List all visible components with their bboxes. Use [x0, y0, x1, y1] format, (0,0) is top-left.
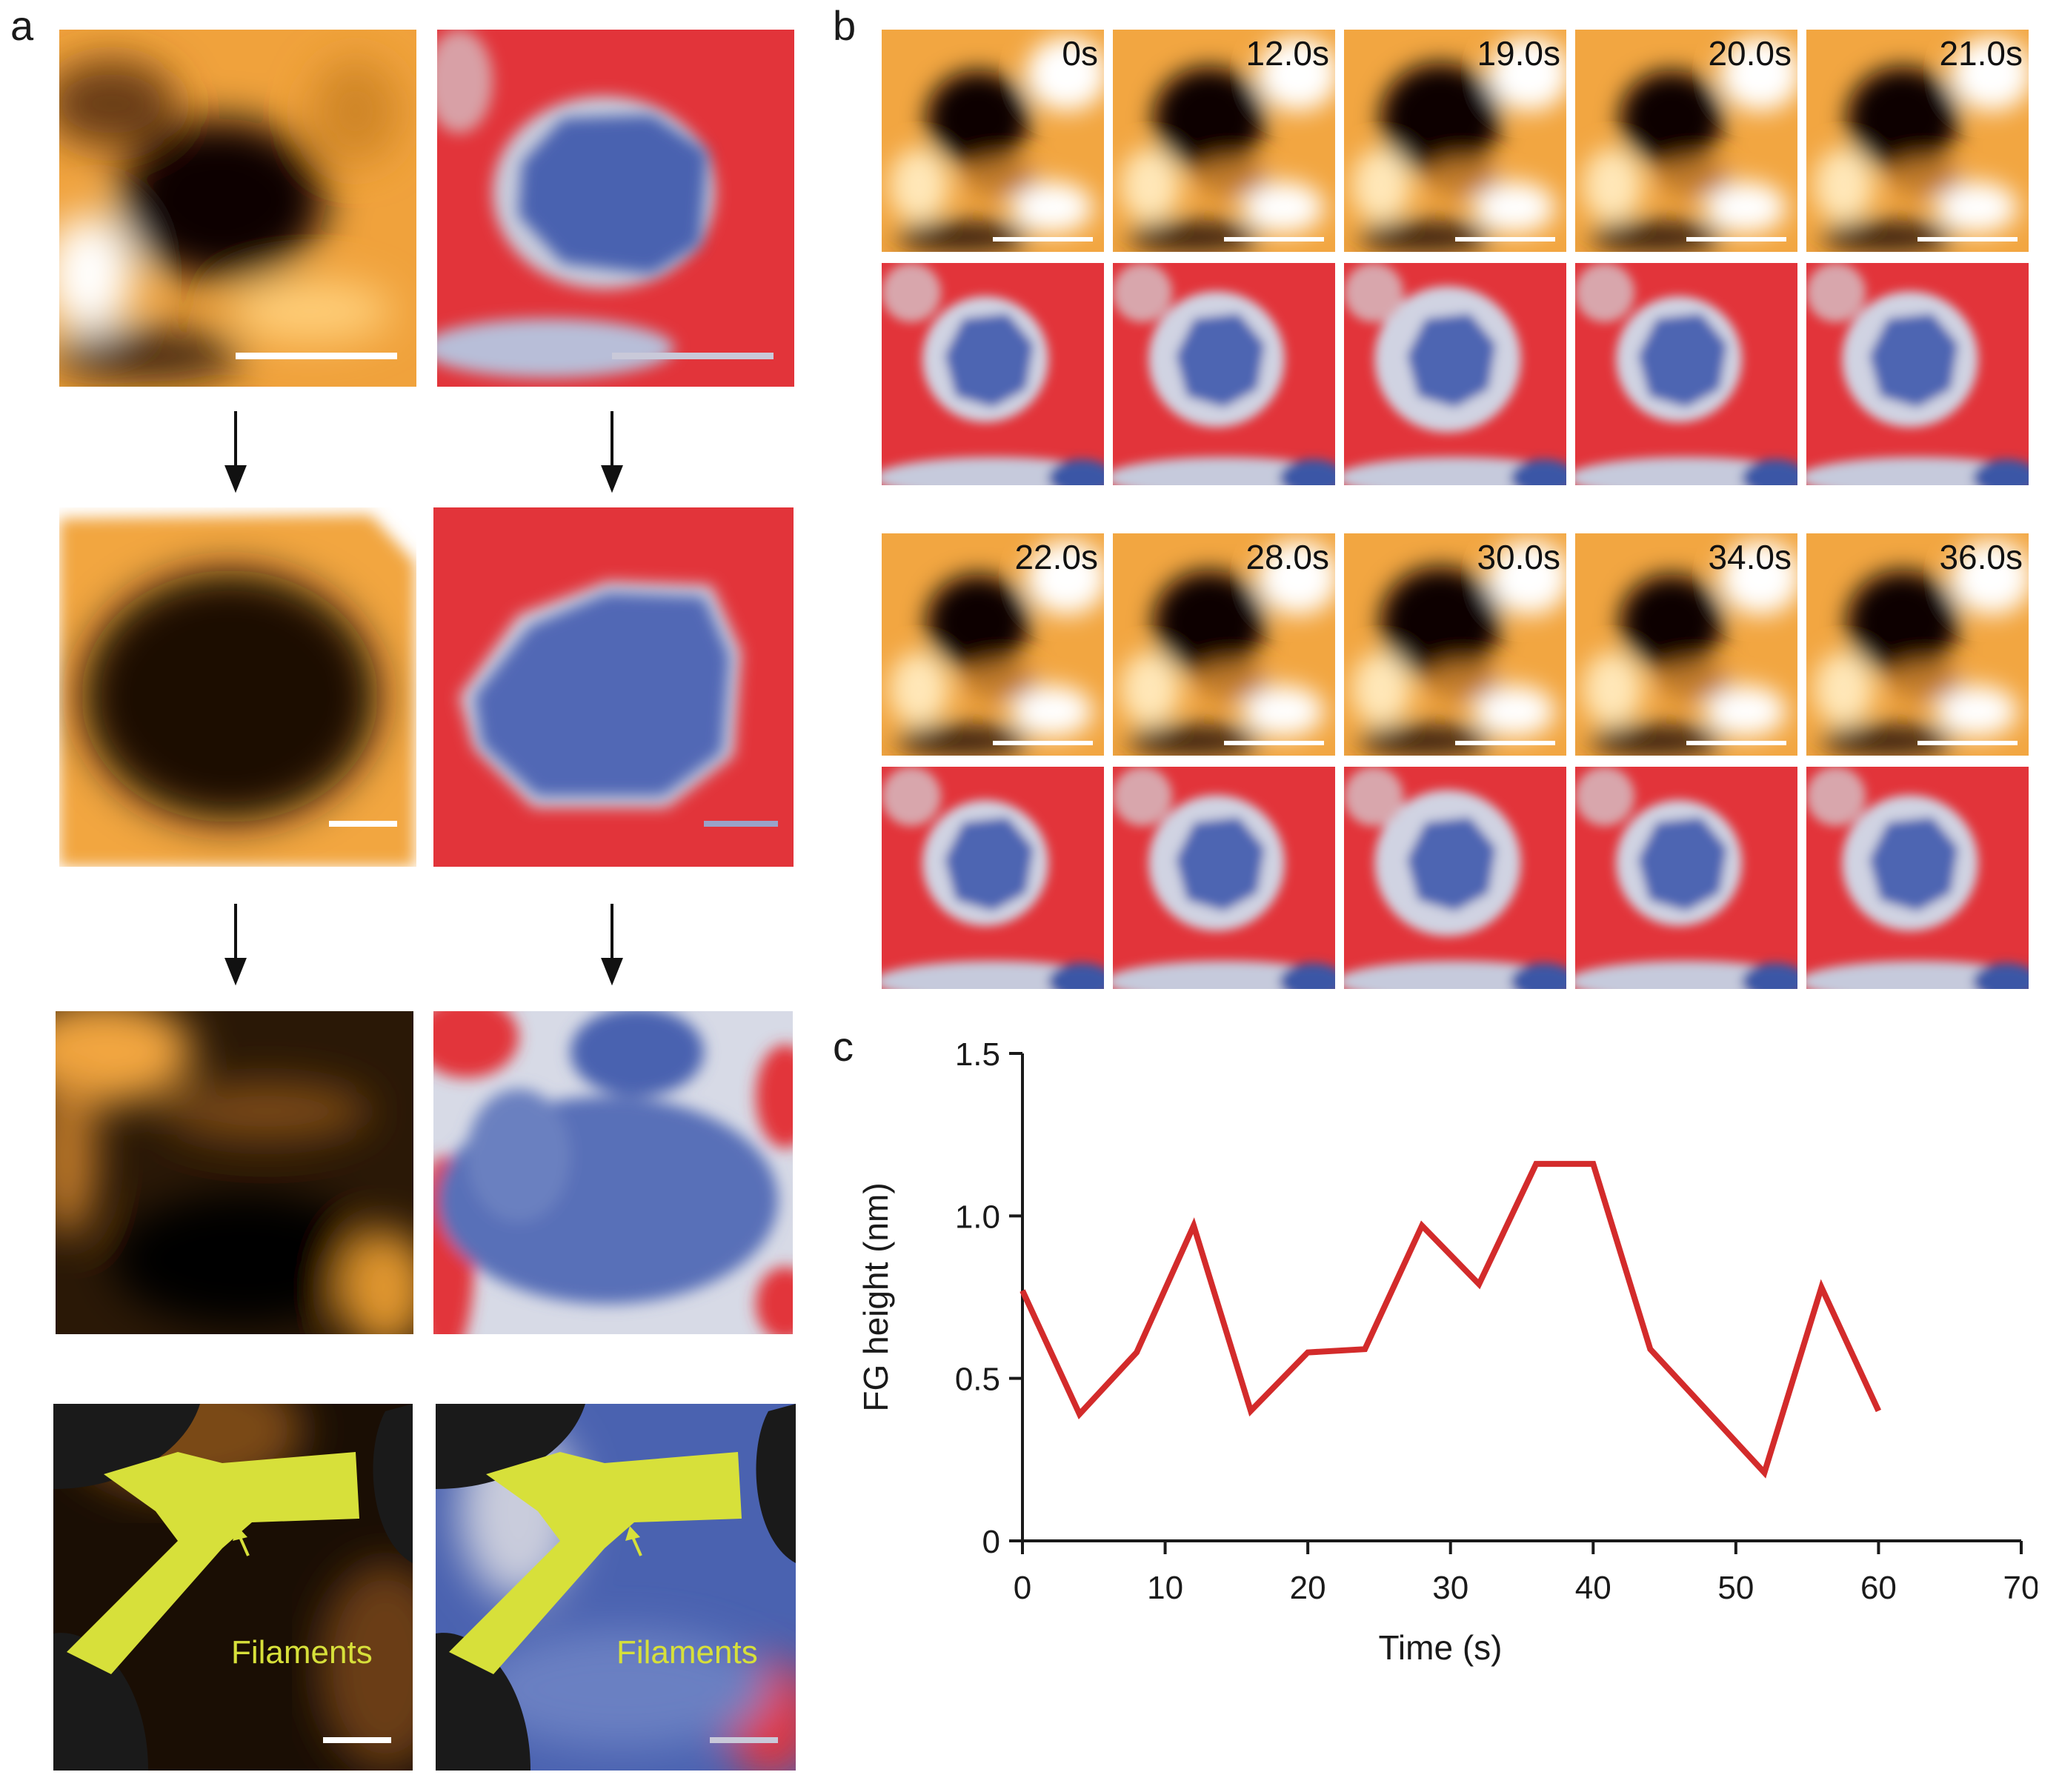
afm-frame-height: 34.0s [1575, 533, 1797, 756]
frame-time-label: 36.0s [1939, 538, 2023, 576]
frame-time-label: 20.0s [1708, 34, 1792, 73]
afm-height-image-3 [56, 1011, 413, 1334]
scale-bar [1686, 741, 1786, 745]
afm-frame-height: 12.0s [1113, 30, 1335, 252]
filament-label: Filaments [616, 1634, 758, 1671]
y-tick-label: 0 [982, 1524, 1000, 1560]
afm-frame-height: 0s [882, 30, 1104, 252]
frame-time-label: 19.0s [1477, 34, 1560, 73]
x-tick-label: 20 [1290, 1570, 1326, 1606]
scale-bar [1917, 741, 2018, 745]
scale-bar [1455, 237, 1555, 242]
frame-time-label: 12.0s [1245, 34, 1329, 73]
afm-frame-height: 21.0s [1806, 30, 2029, 252]
afm-frame-phase [1344, 263, 1566, 485]
filament-schematic-height: Filaments [53, 1404, 413, 1771]
x-tick-label: 50 [1717, 1570, 1754, 1606]
scale-bar [1224, 237, 1324, 242]
afm-phase-map-3 [433, 1011, 793, 1334]
panel-label-b: b [833, 2, 856, 49]
filament-schematic-phase: Filaments [436, 1404, 796, 1771]
filament-label: Filaments [231, 1634, 373, 1671]
afm-frame-height: 36.0s [1806, 533, 2029, 756]
y-tick-label: 0.5 [955, 1362, 1000, 1398]
afm-frame-phase [1575, 263, 1797, 485]
arrow-down-icon [224, 411, 623, 986]
x-tick-label: 60 [1860, 1570, 1897, 1606]
afm-frame-height: 22.0s [882, 533, 1104, 756]
fg-height-line [1019, 1161, 1882, 1479]
afm-frame-height: 20.0s [1575, 30, 1797, 252]
frame-time-label: 30.0s [1477, 538, 1560, 576]
afm-frame-phase [1344, 767, 1566, 989]
afm-frame-phase [1113, 767, 1335, 989]
y-axis-label: FG height (nm) [856, 1182, 895, 1411]
frame-time-label: 34.0s [1708, 538, 1792, 576]
frame-time-label: 22.0s [1014, 538, 1098, 576]
scale-bar [1455, 741, 1555, 745]
panel-label-a: a [10, 2, 34, 49]
afm-frame-phase [1806, 767, 2029, 989]
frame-time-label: 0s [1062, 34, 1098, 73]
afm-frame-height: 30.0s [1344, 533, 1566, 756]
afm-height-image-1 [59, 30, 416, 387]
afm-frame-phase [1575, 767, 1797, 989]
scale-bar [1224, 741, 1324, 745]
scale-bar [1917, 237, 2018, 242]
x-tick-label: 10 [1147, 1570, 1183, 1606]
afm-phase-map-1 [437, 30, 794, 387]
y-tick-label: 1.5 [955, 1036, 1000, 1073]
frame-time-label: 21.0s [1939, 34, 2023, 73]
x-tick-label: 30 [1432, 1570, 1468, 1606]
afm-height-image-2 [59, 507, 416, 867]
x-axis-label: Time (s) [1379, 1628, 1503, 1667]
panel-label-c: c [833, 1023, 854, 1070]
scale-bar [993, 237, 1093, 242]
x-tick-label: 70 [2003, 1570, 2038, 1606]
afm-frame-phase [882, 263, 1104, 485]
frame-time-label: 28.0s [1245, 538, 1329, 576]
afm-frame-phase [882, 767, 1104, 989]
panel-a: Filaments Filaments [53, 30, 796, 1771]
panel-c-chart: 0 10 20 30 40 50 60 70 0 0.5 1.0 1.5 FG height (nm)… [856, 1036, 2038, 1667]
afm-frame-height: 28.0s [1113, 533, 1335, 756]
y-tick-label: 1.0 [955, 1199, 1000, 1235]
x-tick-label: 0 [1014, 1570, 1031, 1606]
afm-frame-phase [1806, 263, 2029, 485]
afm-phase-map-2 [433, 507, 794, 867]
afm-frame-height: 19.0s [1344, 30, 1566, 252]
scale-bar [1686, 237, 1786, 242]
scale-bar [993, 741, 1093, 745]
afm-frame-phase [1113, 263, 1335, 485]
x-tick-label: 40 [1575, 1570, 1611, 1606]
panel-b-timelapse: 0s 12.0s 19.0s 20.0s 21.0s 22.0s 28.0s 30.0s 34.… [882, 30, 2029, 989]
